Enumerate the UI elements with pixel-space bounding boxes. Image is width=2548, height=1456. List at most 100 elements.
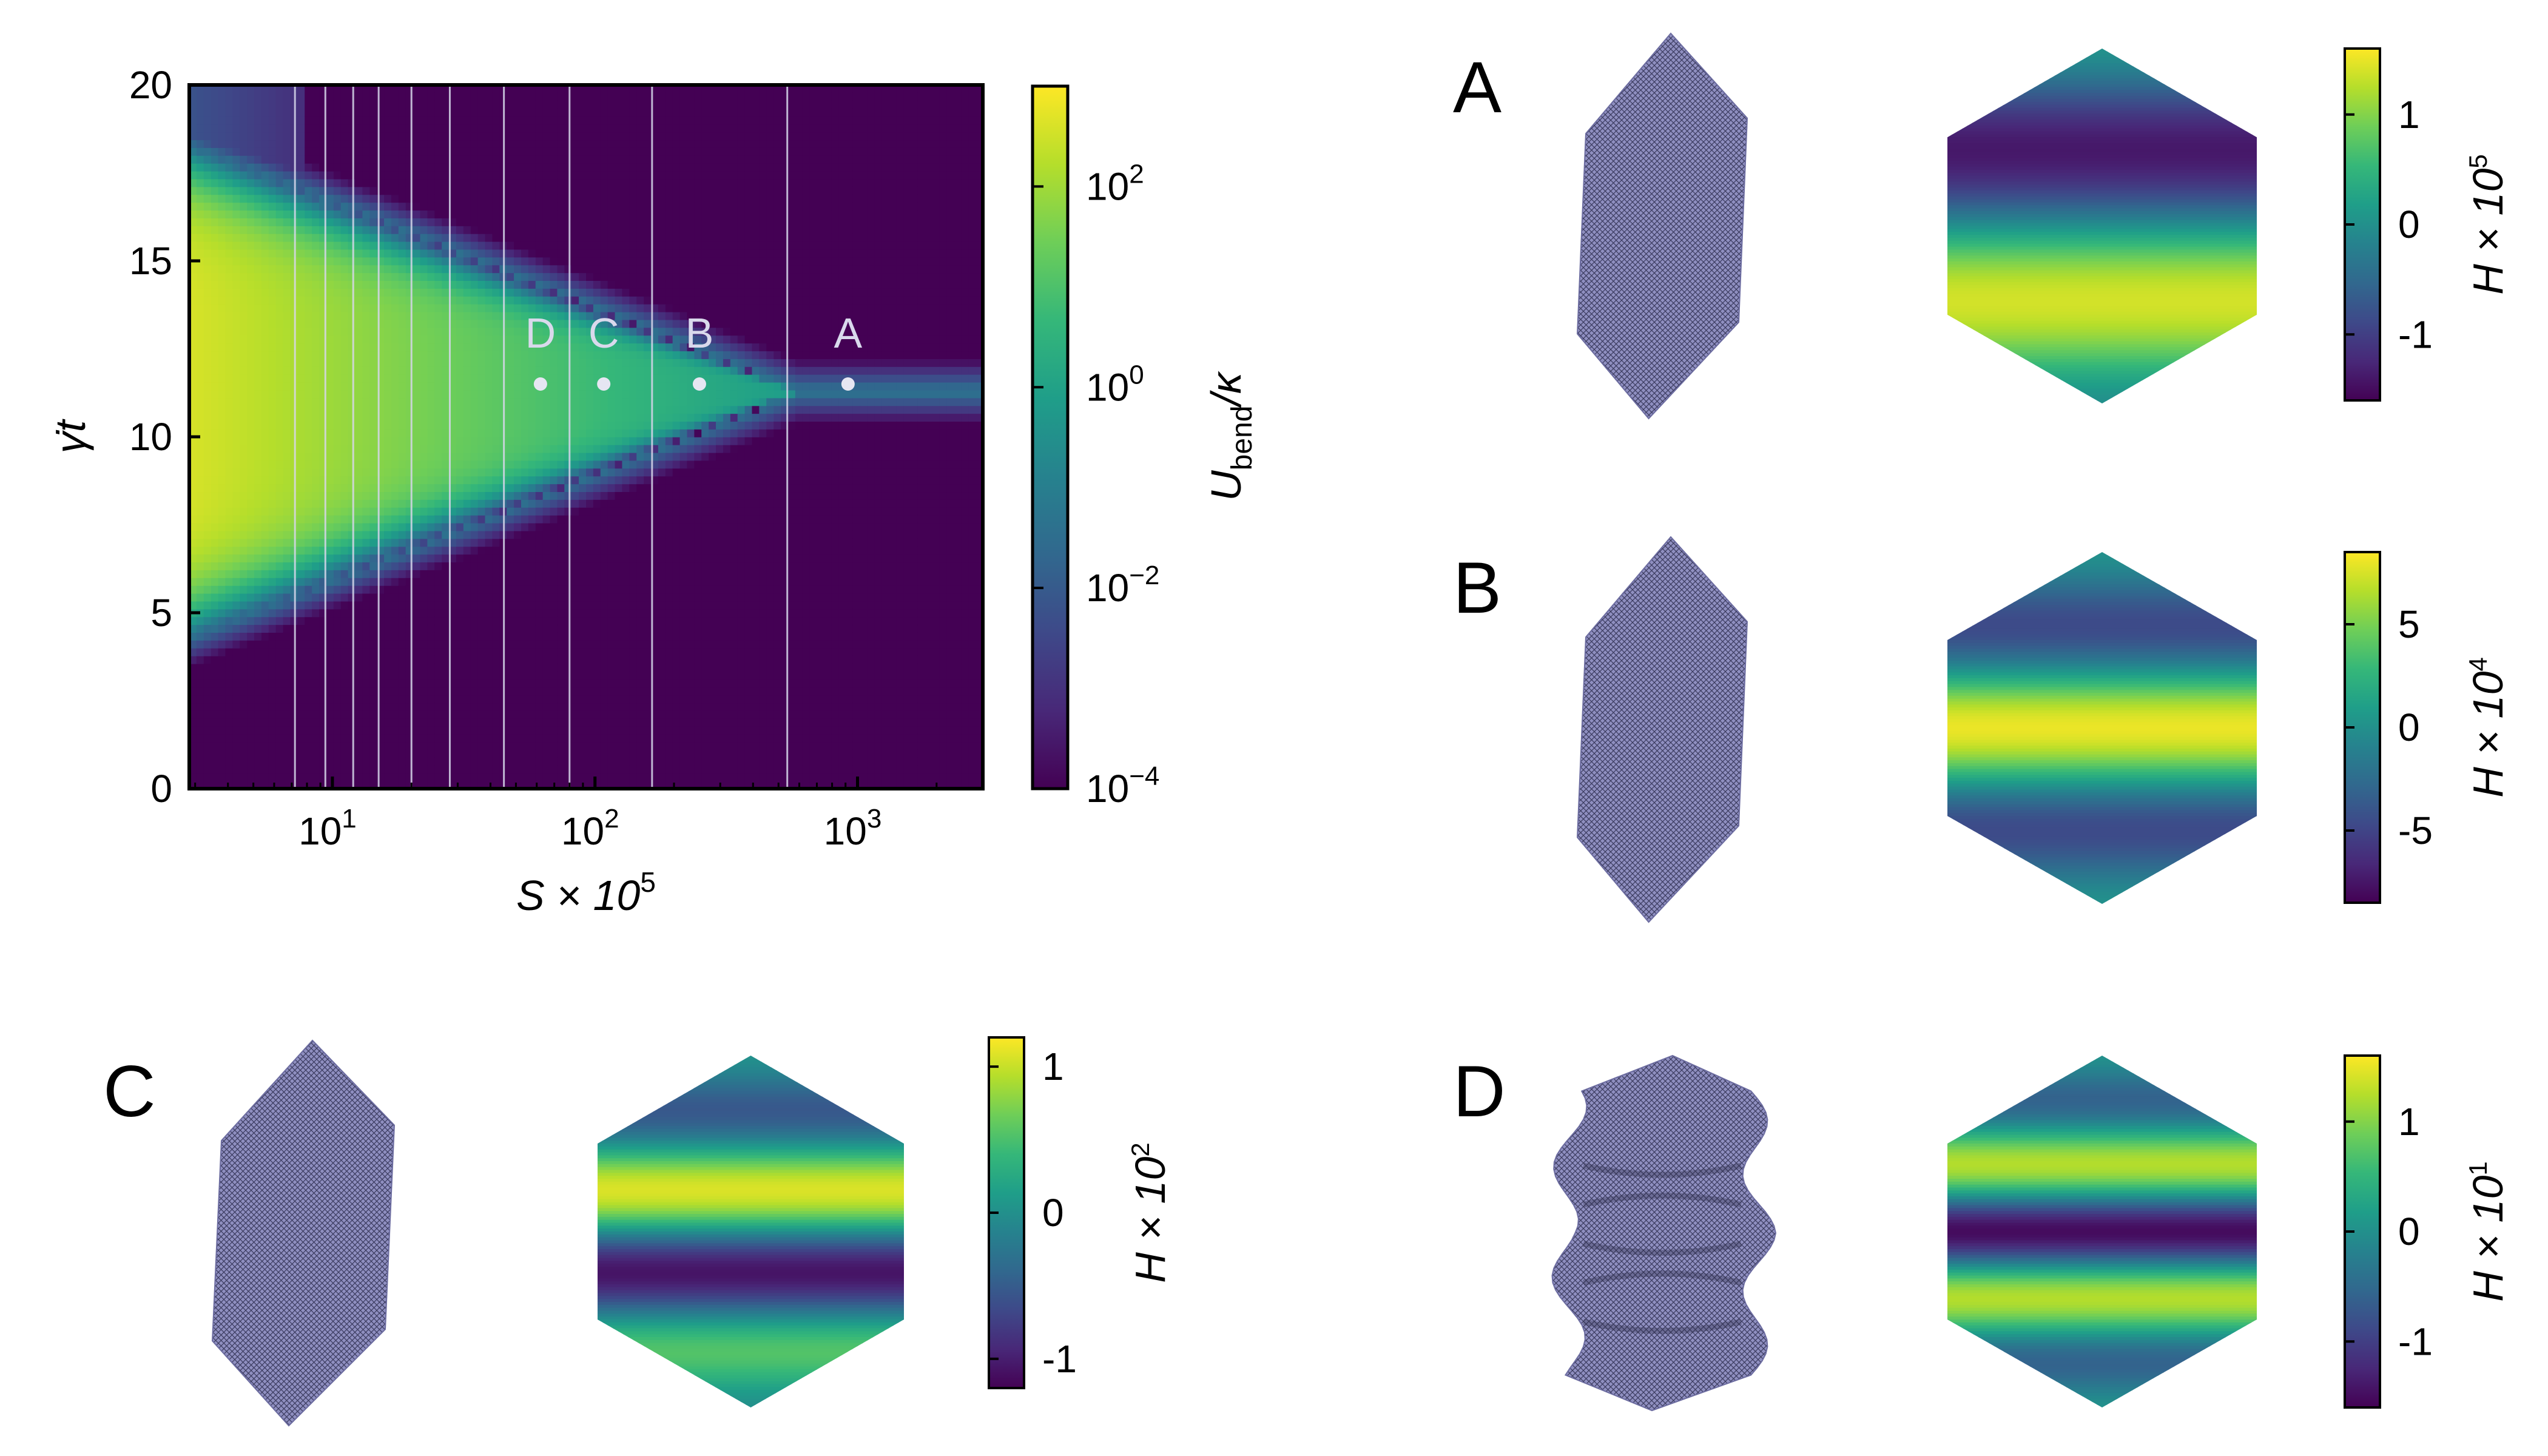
heatmap-cell <box>189 335 197 344</box>
heatmap-cell <box>535 343 544 352</box>
heatmap-cell <box>240 249 248 258</box>
heatmap-cell <box>535 327 544 336</box>
heatmap-cell <box>449 514 457 524</box>
heatmap-cell <box>571 757 579 766</box>
heatmap-cell <box>297 85 306 93</box>
heatmap-cell <box>420 765 428 774</box>
heatmap-cell <box>326 272 334 281</box>
heatmap-cell <box>564 733 573 743</box>
heatmap-cell <box>579 202 587 211</box>
heatmap-cell <box>254 570 262 578</box>
heatmap-cell <box>398 601 406 610</box>
heatmap-cell <box>535 562 544 570</box>
heatmap-cell <box>203 140 212 148</box>
heatmap-cell <box>427 554 436 563</box>
heatmap-cell <box>449 484 457 493</box>
heatmap-cell <box>362 538 371 547</box>
heatmap-cell <box>333 366 342 375</box>
heatmap-cell <box>196 718 204 727</box>
heatmap-cell <box>297 679 306 688</box>
heatmap-cell <box>514 655 522 664</box>
heatmap-cell <box>348 413 356 422</box>
heatmap-cell <box>254 757 262 766</box>
heatmap-cell <box>232 116 241 125</box>
heatmap-cell <box>542 85 551 93</box>
heatmap-cell <box>571 241 579 250</box>
heatmap-cell <box>542 757 551 766</box>
heatmap-cell <box>268 616 277 625</box>
heatmap-cell <box>196 703 204 711</box>
heatmap-cell <box>362 671 371 680</box>
heatmap-cell <box>384 726 392 735</box>
heatmap-cell <box>268 499 277 508</box>
heatmap-cell <box>456 108 464 117</box>
heatmap-cell <box>542 319 551 328</box>
heatmap-cell <box>507 92 514 101</box>
heatmap-cell <box>470 163 479 172</box>
heatmap-cell <box>413 554 421 563</box>
heatmap-cell <box>564 655 573 664</box>
heatmap-cell <box>333 452 342 461</box>
heatmap-cell <box>557 335 565 344</box>
heatmap-cell <box>550 671 558 680</box>
heatmap-cell <box>507 257 514 266</box>
heatmap-cell <box>369 366 377 375</box>
heatmap-cell <box>514 773 522 781</box>
heatmap-cell <box>528 233 536 242</box>
heatmap-cell <box>535 726 544 735</box>
heatmap-cell <box>275 585 284 594</box>
heatmap-cell <box>240 703 248 711</box>
heatmap-cell <box>312 241 320 250</box>
heatmap-cell <box>427 608 436 618</box>
heatmap-cell <box>463 648 471 656</box>
heatmap-cell <box>542 366 551 375</box>
heatmap-cell <box>477 382 486 391</box>
heatmap-cell <box>514 476 522 485</box>
heatmap-cell <box>275 460 284 469</box>
heatmap-cell <box>203 288 212 297</box>
heatmap-cell <box>355 648 363 656</box>
heatmap-cell <box>225 140 234 148</box>
heatmap-cell <box>326 570 334 578</box>
heatmap-cell <box>218 703 226 711</box>
heatmap-cell <box>312 765 320 774</box>
heatmap-cell <box>362 710 371 719</box>
heatmap-cell <box>514 319 522 328</box>
heatmap-cell <box>571 460 579 469</box>
heatmap-cell <box>521 640 529 649</box>
heatmap-cell <box>550 155 558 164</box>
heatmap-cell <box>283 695 291 704</box>
heatmap-cell <box>218 147 226 156</box>
heatmap-cell <box>550 452 558 461</box>
heatmap-cell <box>305 507 312 516</box>
heatmap-cell <box>564 687 573 696</box>
heatmap-cell <box>571 288 579 297</box>
heatmap-cell <box>261 210 269 218</box>
heatmap-cell <box>348 765 356 774</box>
heatmap-cell <box>240 749 248 758</box>
heatmap-cell <box>514 335 522 344</box>
heatmap-cell <box>550 757 558 766</box>
heatmap-cell <box>196 100 204 109</box>
heatmap-cell <box>240 413 248 422</box>
heatmap-cell <box>514 484 522 493</box>
heatmap-cell <box>427 194 436 203</box>
heatmap-cell <box>189 499 197 508</box>
heatmap-cell <box>275 452 284 461</box>
heatmap-cell <box>550 366 558 375</box>
heatmap-cell <box>340 351 349 359</box>
heatmap-cell <box>470 741 479 750</box>
heatmap-cell <box>369 85 377 93</box>
heatmap-cell <box>268 640 277 649</box>
heatmap-cell <box>398 608 406 618</box>
heatmap-cell <box>362 226 371 234</box>
heatmap-cell <box>579 116 587 125</box>
heatmap-cell <box>275 671 284 680</box>
heatmap-cell <box>203 92 212 101</box>
heatmap-cell <box>391 108 399 117</box>
heatmap-cell <box>261 522 269 531</box>
heatmap-cell <box>470 327 479 336</box>
heatmap-cell <box>550 140 558 148</box>
heatmap-cell <box>485 484 493 493</box>
